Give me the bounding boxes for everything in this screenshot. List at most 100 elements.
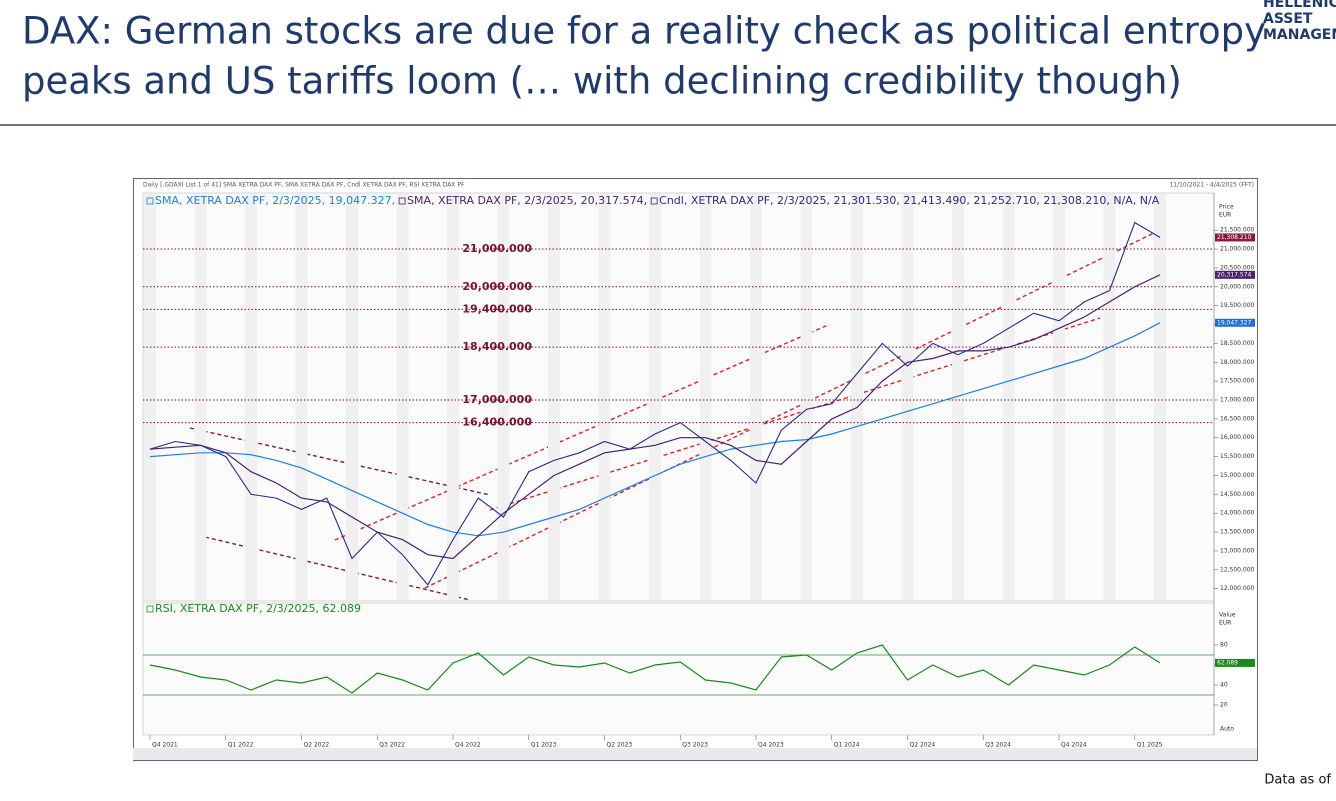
level-label: 19,400.000 bbox=[462, 302, 532, 315]
level-label: 21,000.000 bbox=[462, 242, 532, 255]
month-stripe bbox=[649, 194, 661, 600]
y-tick-label: 20,500.000 bbox=[1220, 264, 1255, 271]
y-tick-label: 18,500.000 bbox=[1220, 340, 1255, 347]
x-tick-label: Q4 2024 bbox=[1061, 742, 1087, 749]
x-tick-label: Q2 2023 bbox=[607, 742, 633, 749]
y-tick-label: 19,500.000 bbox=[1220, 302, 1255, 309]
logo-text: MANAGEMENT bbox=[1263, 27, 1336, 43]
month-stripe bbox=[245, 194, 257, 600]
x-tick-label: Q1 2025 bbox=[1137, 742, 1163, 749]
legend-swatch bbox=[650, 197, 658, 205]
logo-text: ASSET bbox=[1263, 11, 1313, 27]
y-tick-label: 21,000.000 bbox=[1220, 246, 1255, 253]
title-line: DAX: German stocks are due for a reality… bbox=[22, 10, 1266, 53]
level-label: 16,400.000 bbox=[462, 416, 532, 429]
y-tick-label: 16,500.000 bbox=[1220, 415, 1255, 422]
axis-title: Value bbox=[1219, 612, 1236, 619]
y-tick-label: 40 bbox=[1220, 682, 1228, 689]
axis-title: EUR bbox=[1219, 620, 1231, 627]
month-stripe bbox=[194, 194, 207, 600]
y-tick-label: 15,500.000 bbox=[1220, 453, 1255, 460]
x-tick-label: Q2 2024 bbox=[910, 742, 936, 749]
y-tick-label: 20,000.000 bbox=[1220, 283, 1255, 290]
date-range: 11/10/2021 - 4/4/2025 (FFT) bbox=[1169, 182, 1254, 189]
month-stripe bbox=[851, 194, 863, 600]
last-value-box bbox=[1215, 233, 1255, 242]
y-tick-label: 14,500.000 bbox=[1220, 491, 1255, 498]
legend-entry: SMA, XETRA DAX PF, 2/3/2025, 20,317.574, bbox=[407, 194, 647, 207]
trend-lines bbox=[189, 229, 1161, 601]
trend-line bbox=[334, 324, 829, 541]
series-line bbox=[149, 221, 1161, 586]
x-tick-label: Q1 2022 bbox=[228, 742, 254, 749]
y-tick-label: 13,500.000 bbox=[1220, 529, 1255, 536]
month-stripe bbox=[901, 194, 914, 600]
y-tick-label: 15,000.000 bbox=[1220, 472, 1255, 479]
level-label: 18,400.000 bbox=[462, 340, 532, 353]
x-tick-label: Q4 2021 bbox=[152, 742, 178, 749]
month-stripe bbox=[497, 194, 510, 600]
legend-swatch bbox=[146, 197, 154, 205]
y-tick-label: 12,500.000 bbox=[1220, 566, 1255, 573]
chart-caption: Daily [.GDAXI List 1 of 41] SMA XETRA DA… bbox=[143, 182, 465, 189]
y-tick-label: 17,000.000 bbox=[1220, 397, 1255, 404]
y-tick-label: 14,000.000 bbox=[1220, 510, 1255, 517]
logo: HELLENIC ASSET MANAGEMENT bbox=[1263, 0, 1336, 43]
last-value-label: 19,047.327 bbox=[1217, 319, 1252, 326]
month-stripe bbox=[699, 194, 712, 600]
month-stripe bbox=[1002, 194, 1015, 600]
legend-entry: SMA, XETRA DAX PF, 2/3/2025, 19,047.327, bbox=[155, 194, 395, 207]
month-stripe bbox=[1053, 194, 1065, 600]
month-stripe bbox=[750, 194, 762, 600]
x-tick-label: Q3 2022 bbox=[379, 742, 405, 749]
series-line bbox=[149, 322, 1161, 537]
y-tick-label: 21,500.000 bbox=[1220, 227, 1255, 234]
last-value-label: 20,317.574 bbox=[1217, 271, 1252, 278]
x-tick-label: Q4 2022 bbox=[455, 742, 481, 749]
x-tick-label: Q1 2024 bbox=[834, 742, 860, 749]
logo-text: HELLENIC bbox=[1263, 0, 1336, 11]
legend-entry: Cndl, XETRA DAX PF, 2/3/2025, 21,301.530… bbox=[659, 194, 1160, 207]
month-stripe bbox=[295, 194, 308, 600]
series-line bbox=[149, 644, 1161, 694]
month-stripe bbox=[396, 194, 409, 600]
legend-swatch bbox=[146, 605, 154, 613]
month-stripe bbox=[952, 194, 964, 600]
trend-line bbox=[489, 317, 1101, 511]
rsi-panel bbox=[142, 602, 1215, 736]
series-line bbox=[149, 274, 1161, 560]
last-value-box bbox=[1215, 270, 1255, 279]
last-value-label: 62.089 bbox=[1217, 659, 1238, 666]
x-tick-label: Q4 2023 bbox=[758, 742, 784, 749]
x-tick-label: Q3 2023 bbox=[682, 742, 708, 749]
scrollbar bbox=[133, 748, 1257, 760]
y-tick-label: 13,000.000 bbox=[1220, 547, 1255, 554]
y-tick-label: 18,000.000 bbox=[1220, 359, 1255, 366]
footer-note: Data as of bbox=[1264, 773, 1331, 788]
axis-title: EUR bbox=[1219, 212, 1231, 219]
y-tick-label: 12,000.000 bbox=[1220, 585, 1255, 592]
legend-swatch bbox=[398, 197, 406, 205]
level-label: 20,000.000 bbox=[462, 280, 532, 293]
level-label: 17,000.000 bbox=[462, 393, 532, 406]
month-stripe bbox=[447, 194, 459, 600]
month-stripe bbox=[346, 194, 358, 600]
y-tick-label: 80 bbox=[1220, 642, 1228, 649]
month-stripe bbox=[1103, 194, 1116, 600]
month-stripe bbox=[548, 194, 560, 600]
x-tick-label: Q3 2024 bbox=[985, 742, 1011, 749]
price-panel bbox=[142, 192, 1215, 602]
month-stripe bbox=[800, 194, 813, 600]
trend-line bbox=[424, 229, 1161, 589]
month-stripe bbox=[598, 194, 611, 600]
y-tick-label: 20 bbox=[1220, 702, 1228, 709]
x-tick-label: Q2 2022 bbox=[304, 742, 330, 749]
last-value-box bbox=[1215, 318, 1255, 327]
x-tick-label: Q1 2023 bbox=[531, 742, 557, 749]
y-tick-label: 17,500.000 bbox=[1220, 378, 1255, 385]
legend-entry: RSI, XETRA DAX PF, 2/3/2025, 62.089 bbox=[155, 602, 361, 615]
title-line: peaks and US tariffs loom (… with declin… bbox=[22, 60, 1182, 103]
month-stripe bbox=[144, 194, 156, 600]
axis-title: Price bbox=[1219, 204, 1234, 211]
